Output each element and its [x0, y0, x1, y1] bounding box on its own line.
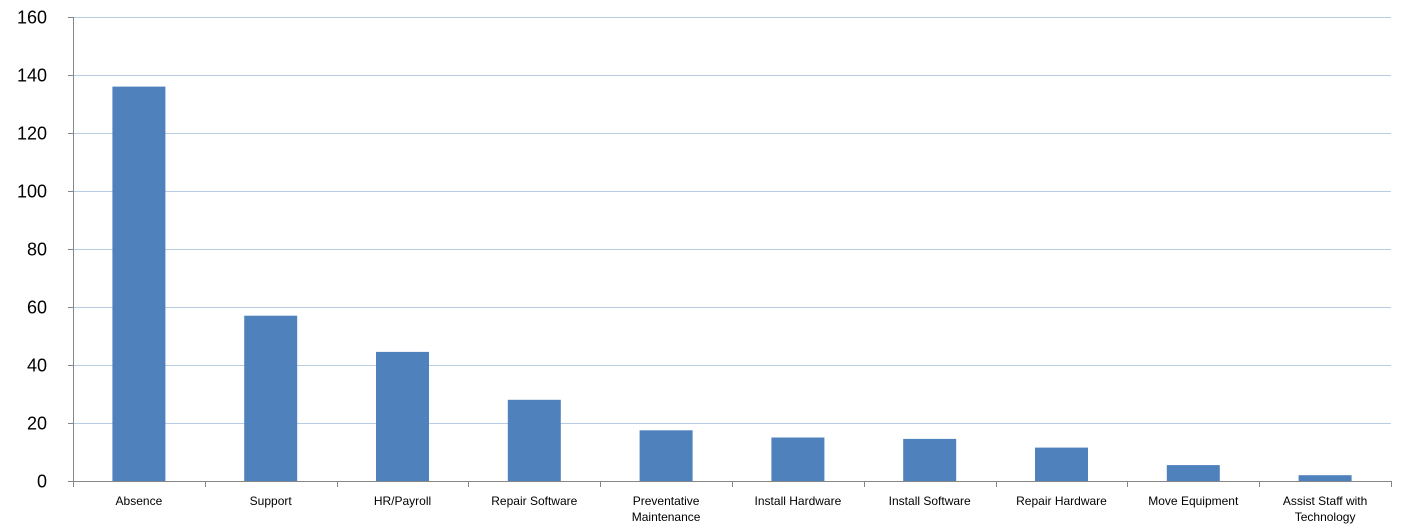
x-tick-label-line: Install Hardware [755, 494, 842, 508]
x-tick-labels: Absence Support HR/Payroll Repair Software P… [116, 494, 1368, 524]
axes [68, 17, 1392, 487]
bar [112, 86, 166, 481]
x-tick-label-line: Repair Software [491, 494, 577, 508]
x-tick-label: HR/Payroll [374, 494, 431, 508]
bar [1035, 447, 1088, 481]
bar [639, 430, 693, 482]
y-tick-label: 60 [27, 298, 47, 318]
x-tick-label: Support [250, 494, 293, 508]
x-tick-label: Preventative Maintenance [632, 494, 701, 524]
x-tick-label: Install Hardware [755, 494, 842, 508]
bar [244, 315, 298, 481]
x-tick-label-line: Maintenance [632, 510, 701, 524]
x-tick-label: Assist Staff with Technology [1283, 494, 1367, 524]
x-tick-label-line: Move Equipment [1148, 494, 1239, 508]
x-tick-label: Move Equipment [1148, 494, 1239, 508]
x-tick-label: Install Software [889, 494, 971, 508]
y-tick-label: 100 [17, 182, 47, 202]
x-tick-label: Repair Hardware [1016, 494, 1107, 508]
y-tick-label: 20 [27, 414, 47, 434]
y-tick-label: 40 [27, 356, 47, 376]
x-tick-label-line: Install Software [889, 494, 971, 508]
x-tick-label: Repair Software [491, 494, 577, 508]
x-tick-label-line: HR/Payroll [374, 494, 431, 508]
bar [1298, 475, 1352, 481]
y-tick-label: 140 [17, 66, 47, 86]
bar [507, 399, 561, 481]
x-tick-label: Absence [116, 494, 163, 508]
y-tick-labels: 0 20 40 60 80 100 120 140 160 [17, 8, 47, 492]
x-tick-label-line: Assist Staff with [1283, 494, 1367, 508]
x-tick-label-line: Repair Hardware [1016, 494, 1107, 508]
x-tick-label-line: Technology [1295, 510, 1356, 524]
x-tick-label-line: Preventative [633, 494, 700, 508]
bar [1166, 465, 1220, 481]
x-tick-label-line: Support [250, 494, 293, 508]
y-tick-label: 0 [37, 472, 47, 492]
bars [112, 86, 1352, 482]
bar [903, 438, 957, 481]
bar [771, 437, 825, 481]
x-tick-label-line: Absence [116, 494, 163, 508]
bar [376, 351, 429, 481]
y-tick-label: 160 [17, 8, 47, 28]
y-tick-label: 80 [27, 240, 47, 260]
y-tick-label: 120 [17, 124, 47, 144]
